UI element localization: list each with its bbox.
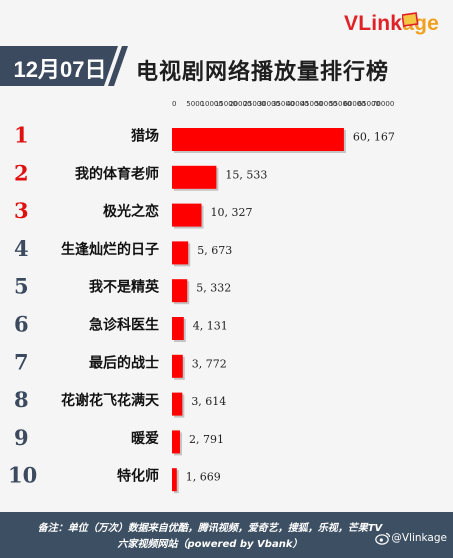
value-label: 3, 614 xyxy=(191,395,226,408)
x-tick-label: 45000 xyxy=(301,100,323,108)
value-label: 5, 673 xyxy=(197,244,232,257)
category-label: 特化师 xyxy=(117,468,159,485)
rank-number: 7 xyxy=(14,349,29,374)
x-axis-ticks: 0 500010000150002000025000300003500040000… xyxy=(172,100,394,108)
bar xyxy=(172,430,180,454)
footer-note: 备注：单位（万次）数据来自优酷，腾讯视频，爱奇艺，搜狐，乐视，芒果TV xyxy=(37,523,383,534)
x-tick-label: 15000 xyxy=(215,100,237,108)
bar-chart: 0 500010000150002000025000300003500040000… xyxy=(8,100,395,494)
logo-link: Link xyxy=(358,12,403,35)
value-label: 10, 327 xyxy=(211,206,253,219)
bar xyxy=(172,392,183,416)
rank-number: 9 xyxy=(14,425,29,450)
bar xyxy=(172,241,189,265)
x-tick-label: 60000 xyxy=(343,100,365,108)
weibo-handle: @Vlinkage xyxy=(391,532,447,544)
chart-title: 电视剧网络播放量排行榜 xyxy=(136,60,390,85)
rank-number: 6 xyxy=(14,312,29,337)
category-label: 我的体育老师 xyxy=(75,165,159,182)
bar xyxy=(172,203,202,227)
date-label: 12月07日 xyxy=(13,57,107,82)
category-label: 我不是精英 xyxy=(89,279,160,296)
bar xyxy=(172,354,183,378)
bar xyxy=(172,165,217,189)
value-label: 4, 131 xyxy=(193,320,228,333)
bar xyxy=(172,317,184,340)
rank-number: 8 xyxy=(14,387,29,412)
category-label: 急诊科医生 xyxy=(89,317,159,334)
category-label: 猎场 xyxy=(131,128,159,145)
x-tick-label: 5000 xyxy=(186,100,204,108)
category-label: 极光之恋 xyxy=(103,203,159,220)
x-tick-label: 55000 xyxy=(329,100,351,108)
date-badge xyxy=(0,46,128,86)
x-tick-label: 50000 xyxy=(315,100,337,108)
rank-number: 4 xyxy=(14,236,29,261)
x-tick-label: 20000 xyxy=(229,100,251,108)
weibo-icon xyxy=(375,532,391,545)
chart-rows: 1 猎场 60, 167 2 我的体育老师 15, 533 3 极光之恋 10, 327 4 生逢灿… xyxy=(8,123,395,494)
category-label: 暖爱 xyxy=(131,430,159,447)
value-label: 1, 669 xyxy=(186,471,221,484)
x-tick-label: 65000 xyxy=(358,100,380,108)
category-label: 花谢花飞花满天 xyxy=(61,392,160,409)
category-label: 生逢灿烂的日子 xyxy=(61,241,159,258)
rank-number: 2 xyxy=(14,160,29,185)
x-tick-label: 25000 xyxy=(243,100,265,108)
value-label: 15, 533 xyxy=(225,168,267,181)
x-tick-label: 70000 xyxy=(372,100,394,108)
logo-flag-icon xyxy=(402,12,419,27)
x-tick-label: 10000 xyxy=(201,100,223,108)
x-tick-label: 40000 xyxy=(286,100,308,108)
rank-number: 3 xyxy=(14,198,29,223)
value-label: 2, 791 xyxy=(189,433,224,446)
value-label: 60, 167 xyxy=(353,131,395,144)
rank-number: 5 xyxy=(14,274,29,299)
footer-bar xyxy=(0,512,453,558)
x-tick-label: 30000 xyxy=(258,100,280,108)
bar xyxy=(172,468,177,492)
logo-v: V xyxy=(344,12,359,35)
footer-powered: 六家视频网站（powered by Vbank） xyxy=(117,539,303,550)
rank-number: 10 xyxy=(8,463,37,488)
value-label: 5, 332 xyxy=(196,282,231,295)
rank-number: 1 xyxy=(14,123,29,148)
value-label: 3, 772 xyxy=(192,357,227,370)
category-label: 最后的战士 xyxy=(89,354,159,371)
bar xyxy=(172,128,344,151)
x-tick-label: 35000 xyxy=(272,100,294,108)
bar xyxy=(172,279,188,303)
x-tick-label: 0 xyxy=(172,100,176,108)
vlinkage-logo: VLinkage xyxy=(344,12,439,46)
